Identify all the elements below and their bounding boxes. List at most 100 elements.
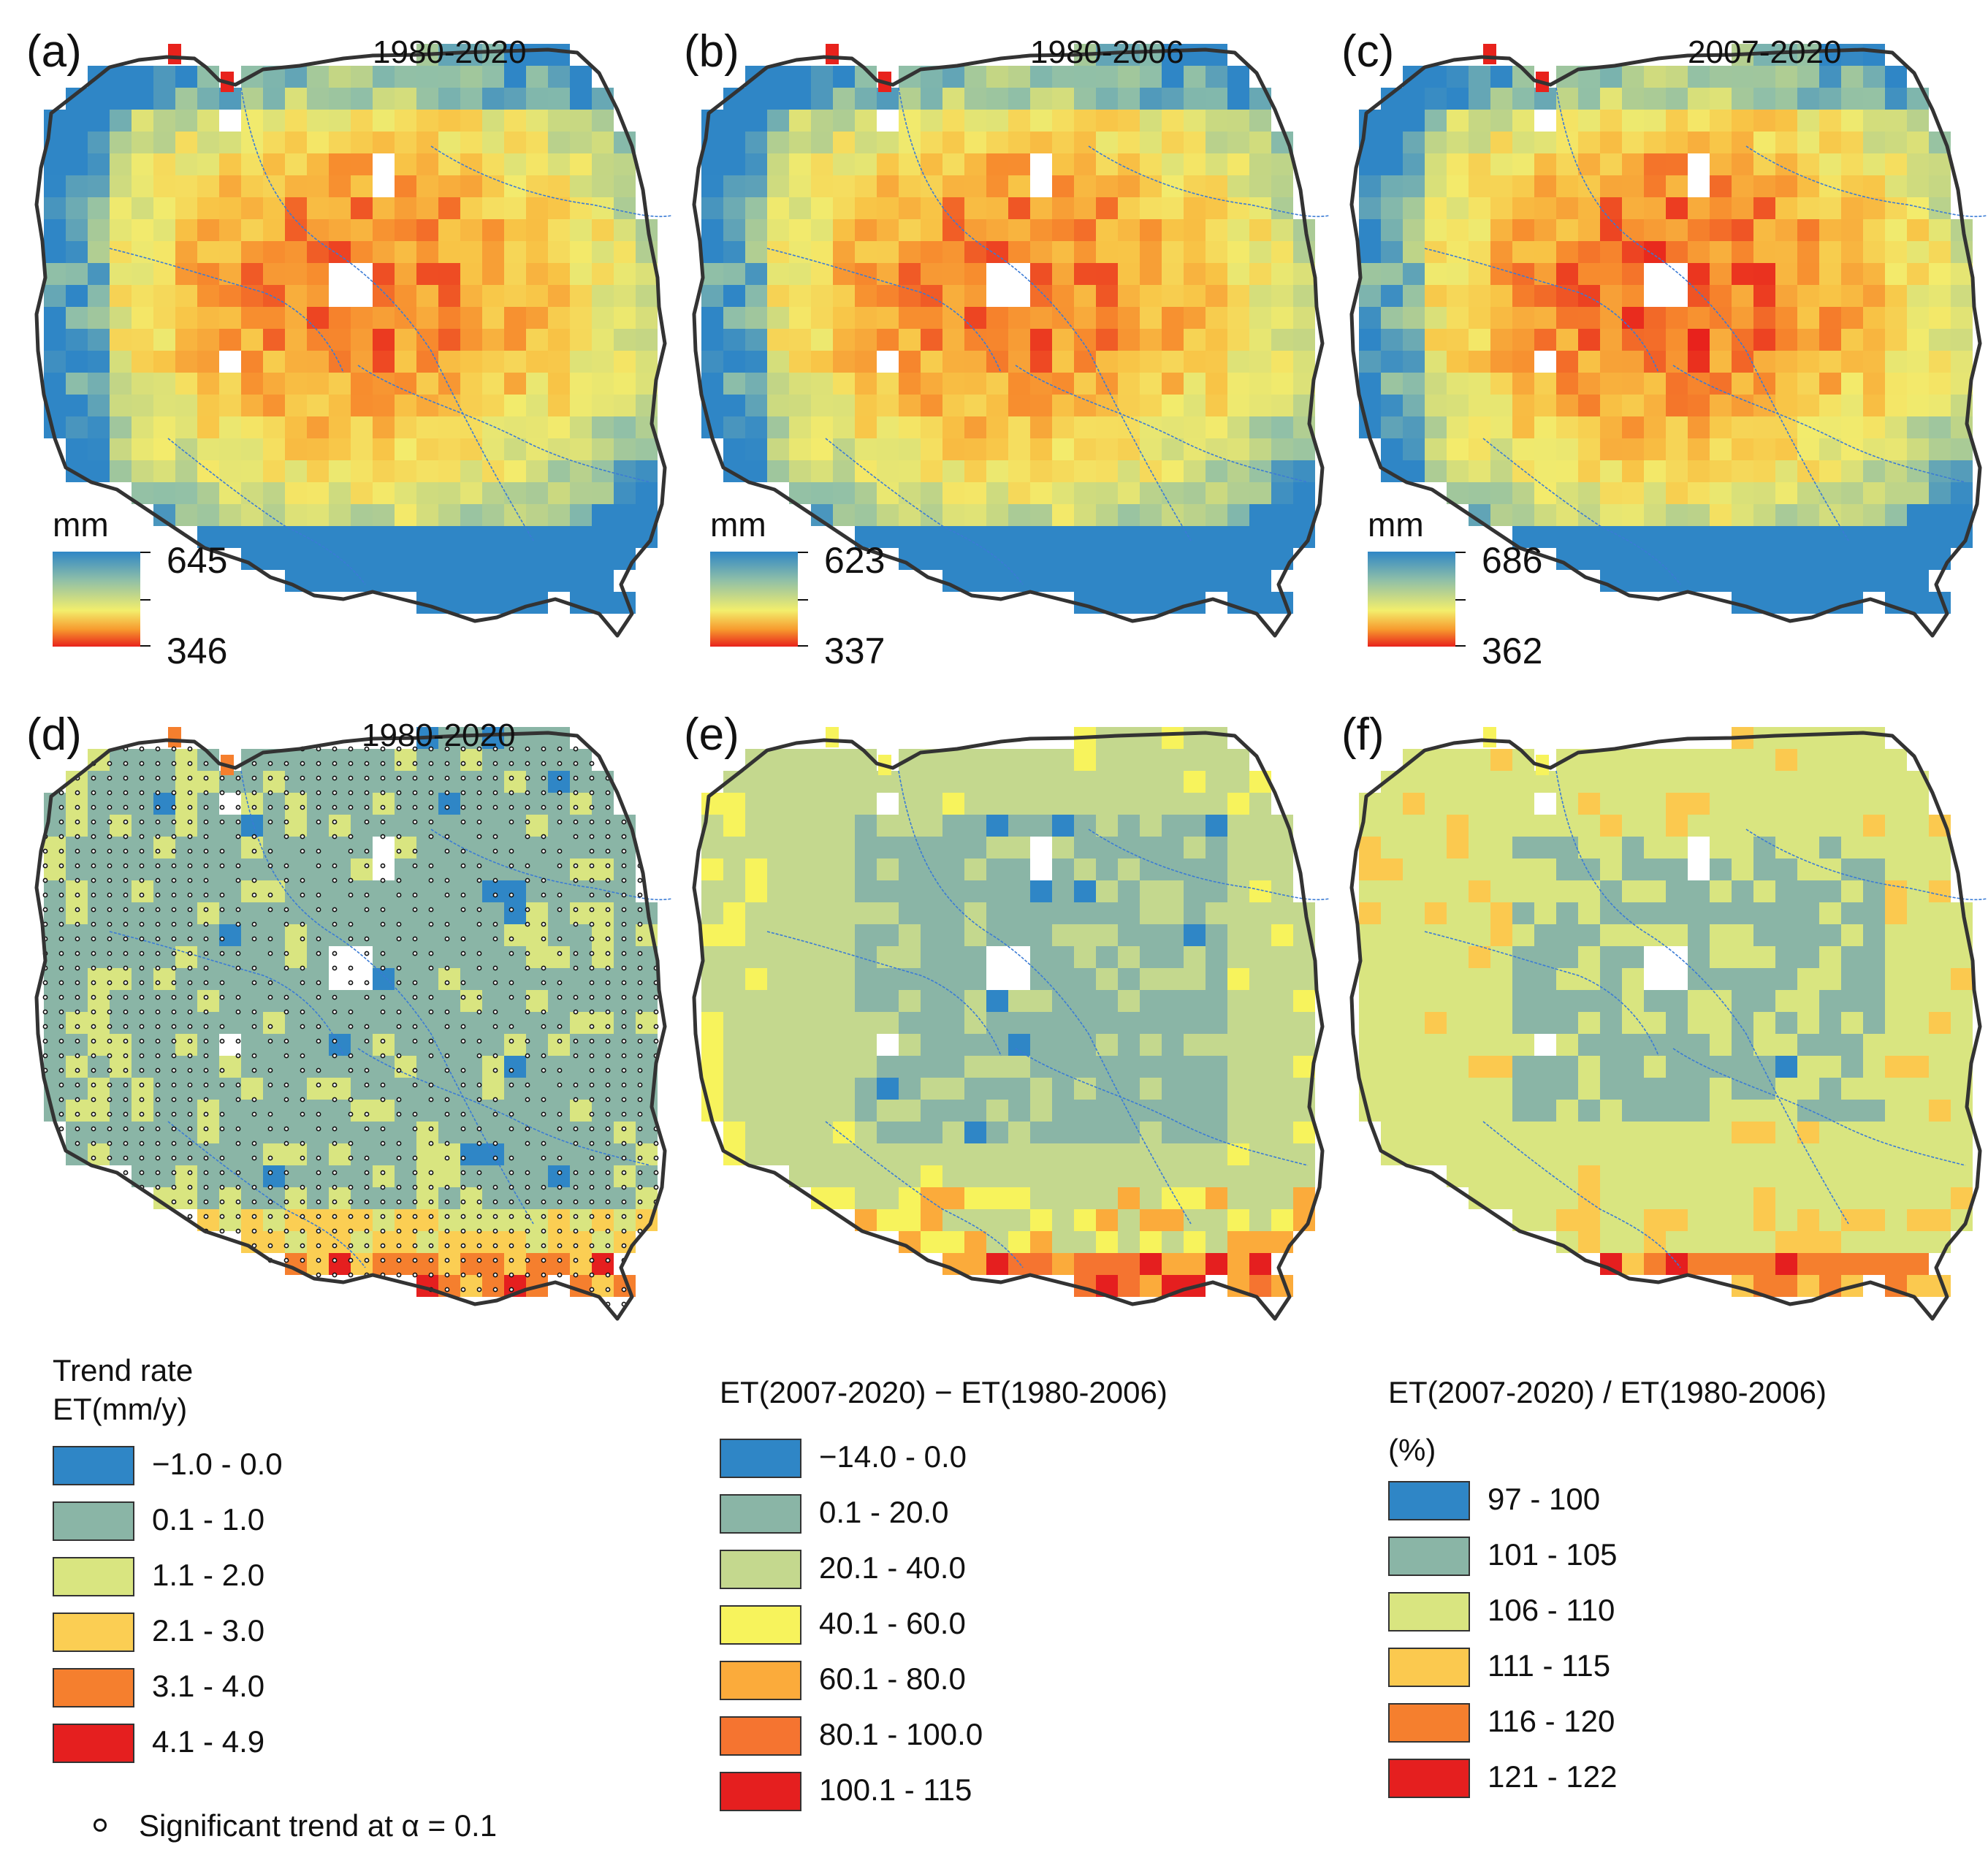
grid-cell: [88, 793, 110, 815]
grid-cell: [1425, 1078, 1447, 1100]
significance-dot: [573, 1272, 579, 1278]
grid-cell: [1096, 1209, 1118, 1231]
grid-cell: [373, 1209, 395, 1231]
grid-cell: [1951, 990, 1973, 1012]
significance-dot: [509, 994, 514, 1000]
grid-cell: [1249, 1275, 1271, 1297]
grid-cell: [175, 153, 197, 175]
grid-cell: [1644, 1253, 1666, 1275]
significance-dot: [187, 834, 193, 839]
grid-cell: [1578, 990, 1600, 1012]
significance-dot: [589, 1126, 595, 1132]
grid-cell: [570, 460, 592, 482]
grid-cell: [1469, 241, 1490, 263]
significance-dot: [123, 1141, 129, 1146]
grid-cell: [460, 132, 482, 153]
grid-cell: [921, 373, 942, 395]
significance-dot: [621, 1082, 627, 1088]
grid-cell: [1578, 1012, 1600, 1034]
grid-cell: [1008, 526, 1030, 548]
grid-cell: [1096, 263, 1118, 285]
grid-cell: [1008, 329, 1030, 351]
grid-cell: [811, 793, 833, 815]
grid-cell: [1819, 66, 1841, 88]
grid-cell: [1797, 263, 1819, 285]
grid-cell: [1425, 438, 1447, 460]
significance-dot: [605, 1126, 611, 1132]
grid-cell: [416, 1056, 438, 1078]
grid-cell: [789, 1056, 811, 1078]
grid-cell: [373, 902, 395, 924]
grid-cell: [1797, 88, 1819, 110]
grid-cell: [263, 990, 285, 1012]
grid-cell: [1644, 460, 1666, 482]
grid-cell: [592, 460, 614, 482]
grid-cell: [1227, 1187, 1249, 1209]
grid-cell: [263, 1209, 285, 1231]
grid-cell: [1118, 351, 1140, 373]
grid-cell: [1206, 771, 1227, 793]
grid-cell: [592, 837, 614, 858]
grid-cell: [504, 793, 526, 815]
grid-cell: [986, 329, 1008, 351]
significance-dot: [123, 1067, 129, 1073]
grid-cell: [1490, 132, 1512, 153]
significance-dot: [589, 775, 595, 781]
grid-cell: [1118, 924, 1140, 946]
significance-dot: [605, 1228, 611, 1234]
grid-cell: [460, 592, 482, 614]
grid-cell: [175, 373, 197, 395]
grid-cell: [1885, 880, 1907, 902]
significance-dot: [573, 994, 579, 1000]
grid-cell: [1907, 1122, 1929, 1143]
grid-cell: [153, 88, 175, 110]
grid-cell: [1227, 88, 1249, 110]
grid-cell: [1381, 285, 1403, 307]
grid-cell: [460, 66, 482, 88]
grid-cell: [1008, 1165, 1030, 1187]
grid-cell: [1797, 351, 1819, 373]
grid-cell: [1841, 1231, 1863, 1253]
grid-cell: [1359, 219, 1381, 241]
significance-dot: [267, 761, 273, 766]
grid-cell: [1710, 968, 1732, 990]
grid-cell: [1929, 1034, 1951, 1056]
grid-cell: [1885, 526, 1907, 548]
grid-cell: [855, 902, 877, 924]
grid-cell: [438, 968, 460, 990]
significance-dot: [509, 1272, 514, 1278]
grid-cell: [942, 1143, 964, 1165]
grid-cell: [66, 1056, 88, 1078]
significance-dot: [139, 1141, 145, 1146]
grid-cell: [1490, 219, 1512, 241]
grid-cell: [570, 1143, 592, 1165]
grid-cell: [1578, 329, 1600, 351]
grid-cell: [1381, 110, 1403, 132]
grid-cell: [1732, 482, 1753, 504]
grid-cell: [1425, 793, 1447, 815]
grid-cell: [460, 263, 482, 285]
grid-cell: [1775, 548, 1797, 570]
grid-cell: [1206, 66, 1227, 88]
grid-cell: [1929, 1165, 1951, 1187]
significance-dot: [444, 921, 450, 927]
grid-cell: [241, 1122, 263, 1143]
significance-dot: [300, 1228, 305, 1234]
grid-cell: [329, 263, 351, 285]
significance-dot: [58, 936, 64, 942]
grid-cell: [921, 858, 942, 880]
grid-cell: [592, 285, 614, 307]
grid-cell: [241, 219, 263, 241]
grid-cell: [986, 1209, 1008, 1231]
grid-cell: [1008, 1253, 1030, 1275]
grid-cell: [1775, 990, 1797, 1012]
grid-cell: [1753, 153, 1775, 175]
grid-cell: [855, 395, 877, 416]
grid-cell: [1863, 263, 1885, 285]
grid-cell: [1600, 66, 1622, 88]
grid-cell: [811, 416, 833, 438]
grid-cell: [1644, 793, 1666, 815]
grid-cell: [373, 968, 395, 990]
significance-dot: [332, 761, 338, 766]
significance-dot: [219, 819, 225, 825]
